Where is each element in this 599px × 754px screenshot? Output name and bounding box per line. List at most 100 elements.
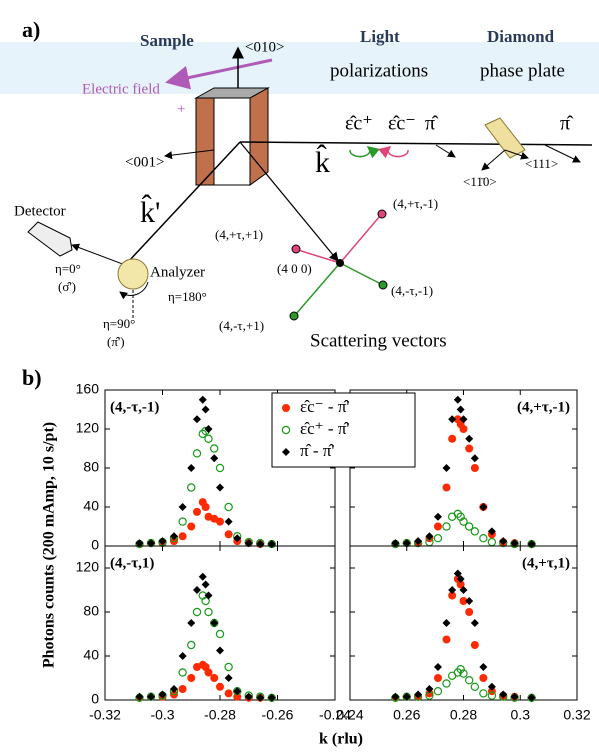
point (187, 640, 196, 650)
label: (σ̂') (58, 279, 76, 294)
label: Analyzer (150, 264, 205, 280)
y-tick-label: 40 (83, 498, 99, 514)
point (459, 597, 468, 605)
x-tick-label: -0.28 (204, 707, 236, 723)
point (479, 534, 488, 543)
point (433, 522, 442, 531)
label: <11̄0> (463, 174, 497, 189)
point (459, 669, 468, 678)
arrow (481, 149, 506, 171)
legend-label: π̂ - π̂' (300, 441, 334, 460)
point (391, 539, 400, 548)
label: phase plate (480, 60, 565, 81)
point (187, 483, 196, 492)
point (187, 464, 196, 472)
point (510, 692, 519, 701)
point (442, 522, 451, 531)
label: (4,-τ,-1) (391, 283, 433, 298)
point (442, 619, 451, 627)
point (442, 464, 451, 472)
legend-label: ε̂c⁻ - π̂' (300, 397, 349, 416)
label: k̂ (315, 144, 330, 179)
node (378, 280, 388, 290)
x-tick-label: -0.26 (262, 707, 294, 723)
label: Electric field (82, 81, 160, 97)
x-axis-title: k (rlu) (319, 731, 363, 748)
point (465, 597, 474, 605)
point (499, 690, 508, 699)
point (433, 534, 443, 543)
y-axis-title: Photons counts (200 mAmp, 10 s/pt) (41, 422, 58, 668)
point (425, 689, 434, 698)
y-tick-label: 0 (91, 537, 99, 553)
point (224, 662, 233, 672)
point (198, 572, 207, 581)
y-tick-label: 80 (83, 459, 99, 475)
point (487, 691, 497, 700)
node (336, 259, 344, 267)
point (210, 619, 219, 627)
label: (π̂') (107, 334, 125, 349)
point (459, 586, 468, 594)
point (459, 415, 468, 424)
point (187, 674, 196, 682)
panel-label: (4,+τ,1) (522, 555, 570, 571)
point (470, 464, 479, 472)
label: Scattering vectors (310, 330, 447, 351)
label: π̂ (425, 113, 439, 135)
vector (297, 249, 341, 264)
panel-label: (4,-τ,-1) (110, 399, 159, 415)
analyzer (117, 258, 149, 290)
point (487, 537, 497, 547)
arrow (165, 58, 273, 90)
point (178, 532, 187, 541)
point (442, 679, 451, 688)
point (448, 591, 457, 600)
point (470, 454, 479, 463)
y-tick-label: 0 (91, 691, 99, 707)
point (479, 674, 488, 682)
point (204, 607, 213, 617)
point (158, 537, 167, 546)
point (216, 483, 224, 492)
point (256, 693, 265, 702)
point (178, 668, 187, 677)
x-tick-label: 0.28 (450, 707, 477, 723)
point (193, 586, 201, 594)
vector (339, 215, 381, 264)
arrow (239, 141, 339, 262)
arrow (119, 281, 149, 300)
point (216, 517, 224, 526)
label: k̂' (140, 194, 160, 229)
point (193, 507, 201, 516)
point (479, 689, 488, 698)
point (244, 692, 253, 701)
point (147, 692, 155, 701)
charts: 0 40 80 120 160 (4,-τ,-1) (4,+τ,-1) 0 40 80 120 -0.… (41, 381, 591, 748)
x-tick-label: -0.3 (150, 707, 174, 723)
point (433, 663, 442, 671)
panel-label: b) (22, 365, 42, 390)
label: Sample (140, 31, 194, 50)
point (487, 682, 496, 691)
point (414, 537, 423, 546)
legend-marker (281, 425, 291, 435)
point (433, 687, 443, 696)
point (479, 503, 488, 511)
point (233, 534, 242, 543)
point (233, 687, 242, 696)
point (210, 454, 219, 463)
point (210, 674, 219, 682)
polarization-icon (349, 146, 380, 159)
panel-label: (4,+τ,-1) (517, 399, 570, 415)
x-tick-label: 0.26 (393, 707, 420, 723)
point (465, 434, 474, 443)
point (201, 405, 210, 414)
point (201, 596, 210, 606)
label: <010> (245, 39, 284, 55)
point (135, 692, 144, 701)
beam (127, 141, 241, 263)
vector (339, 262, 382, 285)
point (147, 539, 155, 548)
point (135, 539, 144, 548)
